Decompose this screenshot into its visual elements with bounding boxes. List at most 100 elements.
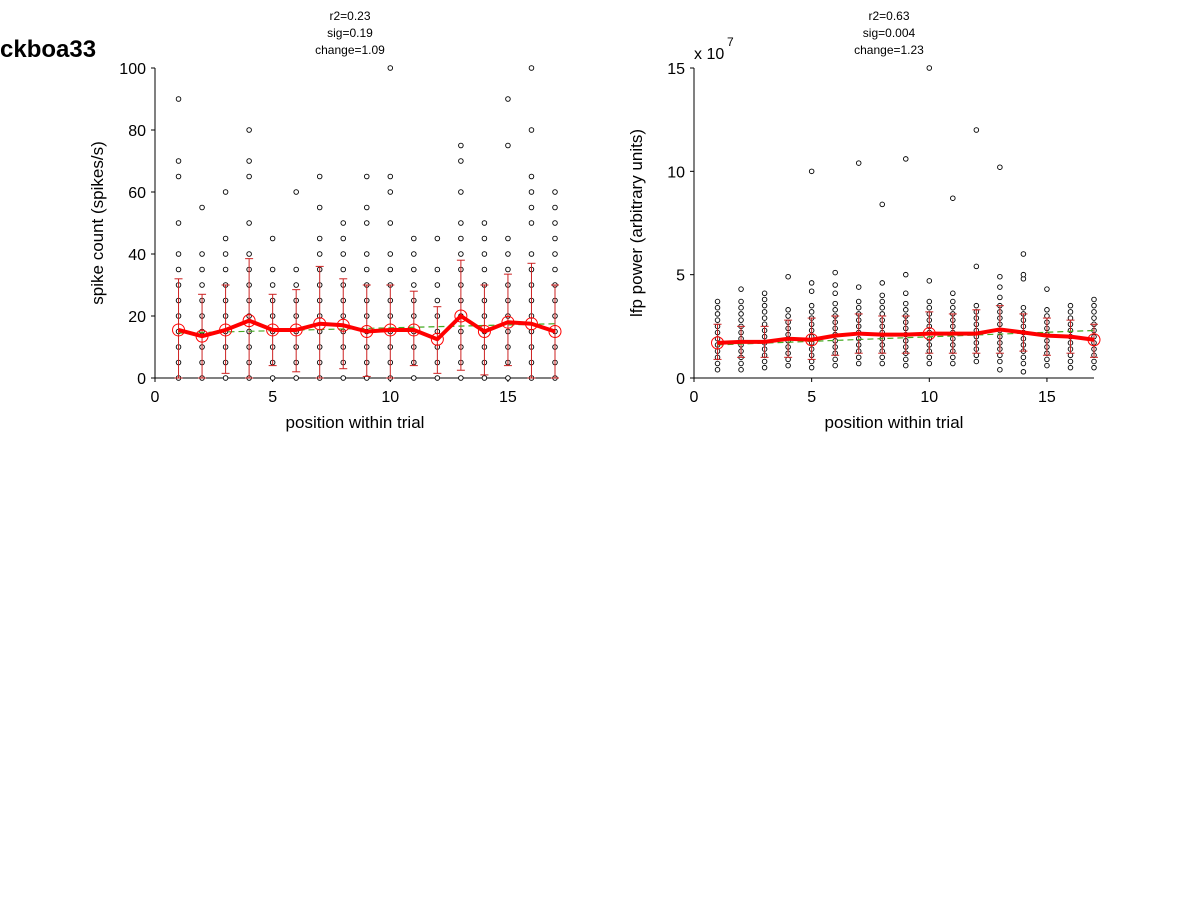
data-point: [1044, 307, 1050, 313]
data-point: [738, 304, 744, 311]
data-point: [738, 311, 744, 317]
mean-marker: [1087, 333, 1101, 347]
data-point: [879, 304, 885, 311]
data-point: [855, 360, 862, 367]
data-point: [903, 300, 909, 307]
x-tick-label: 15: [499, 389, 517, 406]
data-point: [364, 251, 370, 257]
data-point: [434, 282, 441, 288]
data-point: [1044, 286, 1050, 292]
data-point: [832, 290, 838, 297]
data-point: [411, 235, 417, 242]
data-point: [505, 235, 511, 242]
stats-line: change=1.09: [315, 43, 385, 57]
data-point: [926, 298, 933, 305]
data-point: [950, 298, 956, 305]
data-point: [879, 360, 885, 367]
data-point: [808, 288, 815, 294]
y-tick-label: 100: [119, 61, 146, 78]
data-point: [926, 354, 933, 361]
data-point: [293, 375, 299, 381]
data-point: [552, 266, 558, 273]
data-point: [246, 158, 252, 164]
data-point: [832, 307, 838, 313]
data-point: [1067, 358, 1074, 365]
mean-marker: [524, 317, 538, 331]
data-point: [411, 282, 417, 288]
data-point: [316, 235, 323, 242]
data-point: [926, 360, 933, 367]
data-point: [1044, 362, 1050, 369]
data-point: [364, 266, 370, 273]
data-point: [997, 294, 1003, 301]
data-point: [1067, 309, 1074, 315]
data-point: [340, 235, 346, 242]
data-point: [458, 220, 464, 226]
data-point: [832, 269, 838, 276]
data-point: [926, 278, 933, 284]
data-point: [481, 266, 488, 273]
data-point: [175, 266, 182, 273]
data-point: [973, 302, 980, 309]
mean-marker: [172, 323, 186, 337]
x-tick-label: 5: [268, 389, 277, 406]
data-point: [364, 204, 370, 211]
data-point: [1020, 251, 1027, 257]
data-point: [1091, 358, 1097, 365]
data-point: [246, 173, 252, 180]
data-point: [528, 251, 535, 257]
data-point: [175, 220, 182, 226]
data-point: [973, 358, 980, 365]
spike-count-panel: r2=0.23 sig=0.19 change=1.09 0 5 10 15 0 20 40 60 8…: [88, 9, 562, 432]
data-point: [246, 220, 252, 226]
data-point: [808, 280, 815, 286]
data-point: [199, 266, 205, 273]
data-point: [246, 127, 252, 133]
y-tick-label: 10: [667, 164, 685, 181]
data-point: [714, 298, 721, 305]
mean-line: [178, 314, 556, 342]
mean-marker: [501, 315, 515, 329]
data-point: [175, 173, 182, 180]
mean-marker: [195, 329, 209, 343]
stats-line: r2=0.63: [868, 9, 909, 23]
stats-line: sig=0.004: [863, 26, 916, 40]
data-point: [364, 220, 370, 226]
data-point: [505, 266, 511, 273]
data-point: [1067, 364, 1074, 371]
mean-marker: [711, 336, 725, 350]
data-point: [316, 204, 323, 211]
mean-marker: [360, 325, 374, 338]
data-point: [387, 251, 394, 257]
data-point: [528, 189, 535, 195]
y-tick-label: 15: [667, 61, 685, 78]
data-point: [1020, 360, 1027, 367]
mean-marker: [454, 309, 468, 323]
data-point: [761, 296, 768, 303]
data-point: [714, 311, 721, 317]
data-point: [293, 189, 299, 195]
data-point: [481, 251, 488, 257]
data-point: [528, 127, 535, 133]
data-point: [714, 366, 721, 373]
data-point: [246, 251, 252, 257]
data-point: [528, 204, 535, 211]
data-point: [340, 266, 346, 273]
data-point: [505, 375, 511, 381]
mean-marker: [242, 314, 256, 328]
data-point: [458, 375, 464, 381]
data-point: [761, 358, 768, 365]
data-point: [808, 302, 815, 309]
data-point: [222, 235, 229, 242]
data-point: [714, 317, 721, 323]
data-point: [458, 251, 464, 257]
data-point: [528, 65, 535, 71]
x-tick-label: 10: [920, 389, 938, 406]
data-point: [1020, 304, 1027, 311]
data-point: [808, 364, 815, 371]
data-point: [997, 358, 1003, 365]
x-axis-label: position within trial: [825, 413, 964, 432]
data-point: [387, 189, 394, 195]
y-tick-label: 0: [676, 371, 685, 388]
y-tick-label: 20: [128, 309, 146, 326]
